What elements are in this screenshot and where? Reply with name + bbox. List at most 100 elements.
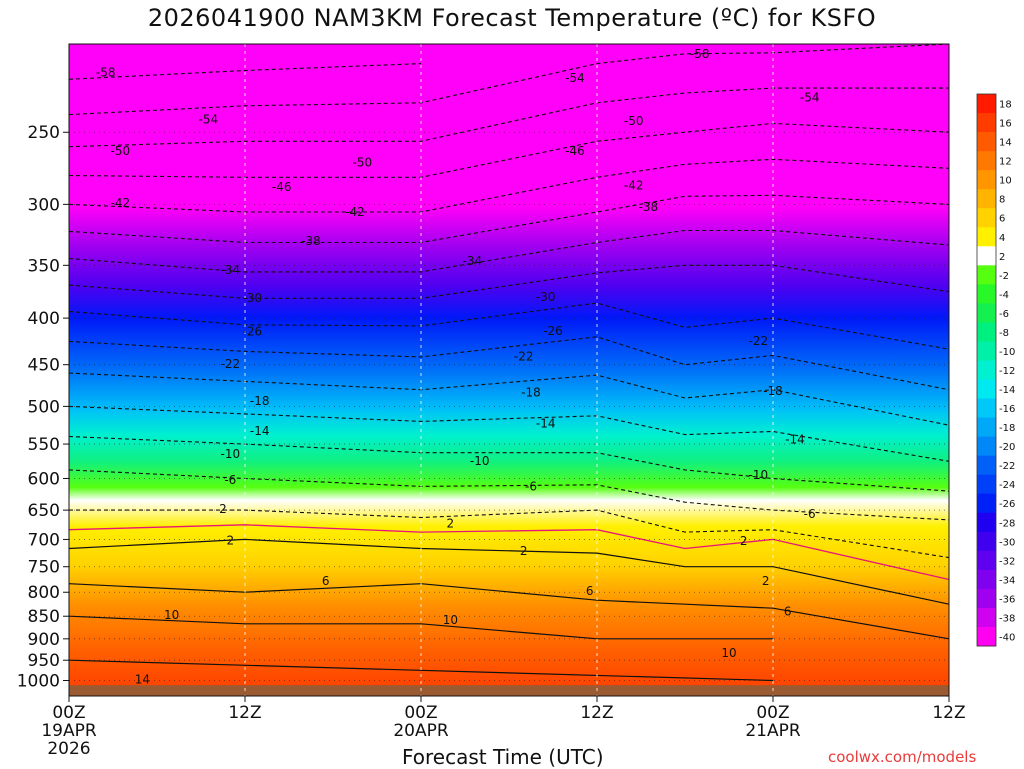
y-tick-label: 300	[28, 195, 60, 215]
contour-label: 14	[135, 672, 150, 686]
x-tick-date: 20APR	[393, 721, 449, 741]
contour-label: 6	[322, 574, 330, 588]
colorbar-label: -8	[999, 328, 1009, 339]
colorbar-swatch	[977, 341, 996, 361]
contour-label: 2	[219, 502, 227, 516]
y-tick-label: 850	[28, 607, 60, 627]
contour-label: -10	[221, 447, 241, 461]
x-axis-label: Forecast Time (UTC)	[402, 745, 604, 769]
colorbar-label: -26	[999, 499, 1015, 510]
contour-label: -10	[470, 454, 490, 468]
y-tick-label: 500	[28, 397, 60, 417]
contour-label: -14	[536, 416, 556, 430]
contour-label: -46	[565, 144, 585, 158]
y-tick-label: 350	[28, 256, 60, 276]
x-tick-year: 2026	[47, 739, 90, 759]
y-tick-label: 700	[28, 530, 60, 550]
contour-line--22	[69, 336, 949, 391]
contour-label: -26	[243, 325, 263, 339]
x-tick-label: 00Z	[52, 703, 85, 723]
colorbar-label: 12	[999, 157, 1012, 168]
contour-label: -54	[800, 91, 820, 105]
y-tick-label: 600	[28, 469, 60, 489]
contour-label: -42	[111, 196, 131, 210]
contour-label: 10	[164, 608, 179, 622]
contour-label: -6	[525, 479, 537, 493]
colorbar-label: -6	[999, 309, 1009, 320]
contour-label: -42	[624, 178, 644, 192]
y-tick-label: 550	[28, 435, 60, 455]
contour-label: 10	[721, 646, 736, 660]
chart-title: 2026041900 NAM3KM Forecast Temperature (…	[147, 4, 877, 32]
colorbar-label: 10	[999, 176, 1012, 187]
contour-label: -58	[690, 47, 710, 61]
temperature-field	[69, 44, 949, 696]
contour-label: -54	[199, 112, 219, 126]
surface-ground	[69, 685, 949, 696]
plot-border	[68, 43, 950, 697]
colorbar-swatch	[977, 455, 996, 476]
contour-label: 10	[443, 613, 458, 627]
colorbar: 18 16 14 12 10 8 6 4 2 -2 -4 -6 -8 -10 -12 -14 -16 -18 -20…	[976, 93, 1015, 647]
colorbar-label: -22	[999, 461, 1015, 472]
contour-label: -58	[96, 66, 116, 80]
contour-label: -22	[749, 334, 769, 348]
y-tick-label: 750	[28, 558, 60, 578]
contour-label: -50	[111, 144, 131, 158]
colorbar-swatch	[977, 265, 996, 285]
x-tick-date: 21APR	[745, 721, 801, 741]
contour-label: -38	[639, 200, 659, 214]
colorbar-label: 2	[999, 252, 1005, 263]
y-tick-label: 1000	[17, 671, 60, 691]
colorbar-swatch	[977, 94, 996, 114]
contour-label: -22	[221, 357, 241, 371]
colorbar-label: -32	[999, 556, 1015, 567]
colorbar-label: 8	[999, 195, 1005, 206]
colorbar-swatch	[977, 379, 996, 400]
contour-label: 2	[520, 544, 528, 558]
contour-label: -6	[804, 507, 816, 521]
contour-line--34	[69, 229, 949, 273]
contour-label: -34	[463, 254, 483, 268]
colorbar-swatch	[977, 626, 996, 647]
contour-label: -6	[224, 473, 236, 487]
colorbar-label: -40	[999, 632, 1015, 643]
colorbar-label: -10	[999, 347, 1015, 358]
colorbar-label: -20	[999, 442, 1015, 453]
plot-area: -58 -58 -54 -54 -54 -50 -50 -50 -46 -46 -42 -42 -42 -…	[69, 44, 949, 696]
colorbar-label: -24	[999, 480, 1015, 491]
colorbar-label: 4	[999, 233, 1005, 244]
colorbar-label: 6	[999, 214, 1005, 225]
contour-line--58	[69, 63, 422, 80]
colorbar-label: 14	[999, 138, 1012, 149]
colorbar-label: 16	[999, 119, 1012, 130]
colorbar-label: -14	[999, 385, 1015, 396]
colorbar-swatch	[977, 417, 996, 438]
colorbar-swatch	[977, 569, 996, 590]
contour-label: -18	[250, 394, 270, 408]
colorbar-label: 18	[999, 100, 1012, 111]
colorbar-swatch	[977, 588, 996, 609]
contour-label: -18	[763, 384, 783, 398]
y-tick-label: 450	[28, 356, 60, 376]
colorbar-swatch	[977, 170, 996, 190]
contour-label: -18	[521, 386, 541, 400]
x-tick-label: 12Z	[932, 703, 965, 723]
colorbar-swatch	[977, 474, 996, 495]
colorbar-swatch	[977, 132, 996, 152]
contour-line-14	[69, 659, 774, 682]
colorbar-border	[976, 93, 997, 647]
colorbar-swatch	[977, 360, 996, 381]
contour-line-2	[69, 538, 949, 605]
x-tick-label: 12Z	[228, 703, 261, 723]
credit-link[interactable]: coolwx.com/models	[828, 748, 977, 766]
colorbar-swatch	[977, 607, 996, 628]
colorbar-label: -30	[999, 537, 1015, 548]
contour-label: 2	[762, 574, 770, 588]
contour-label: -42	[345, 205, 365, 219]
x-tick-label: 12Z	[580, 703, 613, 723]
colorbar-swatch	[977, 227, 996, 247]
contour-label: -50	[353, 156, 373, 170]
contour-label: -14	[250, 424, 270, 438]
y-tick-label: 900	[28, 630, 60, 650]
